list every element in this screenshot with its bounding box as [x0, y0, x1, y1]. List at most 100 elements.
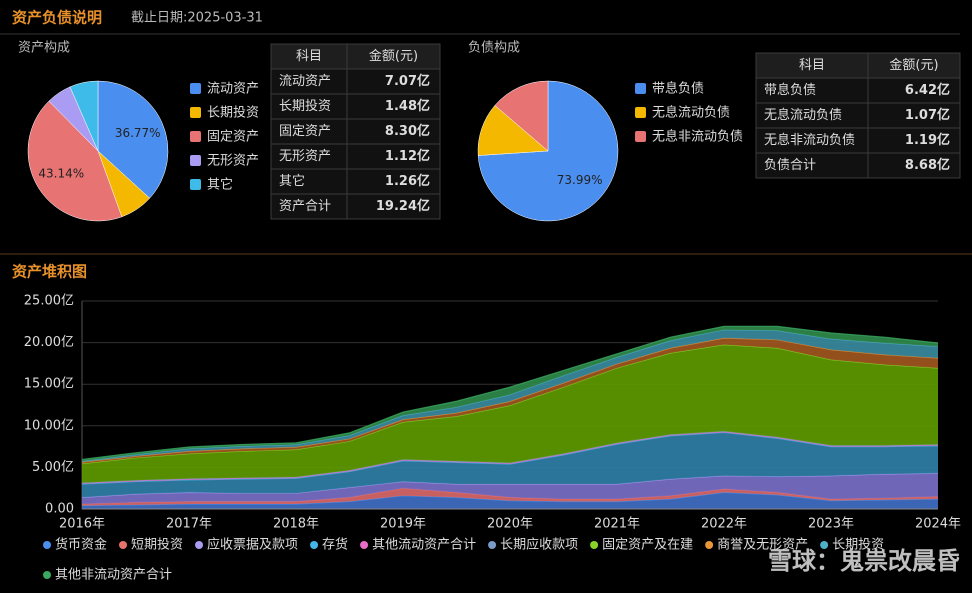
section-title: 资产堆积图 — [12, 263, 87, 281]
pie-title: 资产构成 — [18, 41, 70, 56]
x-tick-label: 2024年 — [915, 517, 961, 532]
table-header: 科目 — [296, 49, 322, 64]
legend-swatch — [635, 131, 646, 142]
legend-dot — [820, 541, 829, 549]
legend-swatch — [190, 131, 201, 142]
area — [82, 473, 938, 505]
x-tick-label: 2022年 — [701, 517, 747, 532]
area — [82, 329, 938, 462]
table-text: 1.19亿 — [905, 132, 950, 148]
area — [82, 488, 938, 506]
table-header: 科目 — [799, 58, 825, 73]
table-text: 1.07亿 — [905, 107, 950, 123]
table-cell — [867, 127, 961, 154]
legend-label: 长期应收款项 — [500, 537, 578, 553]
legend-dot — [195, 541, 204, 549]
legend-dot — [590, 541, 599, 549]
pie-slice — [27, 100, 123, 222]
legend-label: 存货 — [322, 537, 348, 553]
table-cell — [867, 152, 961, 179]
area-edge — [81, 325, 939, 461]
table-cell — [755, 77, 869, 104]
legend-swatch — [635, 83, 646, 94]
legend-swatch — [190, 155, 201, 166]
x-tick-label: 2016年 — [59, 517, 105, 532]
x-tick-label: 2019年 — [380, 517, 426, 532]
table-text: 8.68亿 — [905, 157, 950, 173]
legend-swatch — [190, 107, 201, 118]
table-cell — [270, 193, 348, 220]
table-cell — [270, 68, 348, 95]
legend-label: 商誉及无形资产 — [717, 538, 808, 553]
table-cell — [867, 77, 961, 104]
legend-label: 其它 — [207, 177, 233, 193]
table-header: 金额(元) — [369, 48, 418, 64]
table-text: 6.42亿 — [905, 82, 950, 98]
slice-label: 36.77% — [115, 126, 161, 140]
legend-label: 其他流动资产合计 — [372, 538, 476, 553]
table-text: 长期投资 — [279, 98, 331, 114]
table-cell — [346, 193, 441, 220]
y-tick-label: 0.00 — [45, 502, 74, 517]
legend-dot — [705, 541, 714, 549]
pie-slice — [494, 80, 549, 152]
table-cell — [346, 168, 441, 195]
legend-swatch — [190, 179, 201, 190]
legend-swatch — [635, 107, 646, 118]
table-text: 带息负债 — [764, 82, 816, 98]
table-cell — [755, 127, 869, 154]
table-cell — [346, 93, 441, 120]
y-tick-label: 10.00亿 — [24, 418, 74, 433]
legend-dot — [43, 541, 51, 549]
table-text: 无息非流动负债 — [764, 132, 855, 148]
legend-label: 固定资产及在建 — [602, 538, 693, 553]
legend-label: 长期投资 — [832, 537, 884, 553]
table-text: 1.48亿 — [385, 98, 430, 114]
table-cell — [270, 168, 348, 195]
table-cell — [346, 143, 441, 170]
slice-label: 73.99% — [557, 173, 603, 187]
table-header-cell — [346, 43, 441, 70]
page-title: 资产负债说明 — [12, 9, 102, 27]
area — [82, 432, 938, 498]
pie-slice — [69, 80, 99, 152]
legend-label: 长期投资 — [207, 105, 259, 121]
x-tick-label: 2018年 — [273, 517, 319, 532]
pie-slice — [97, 80, 169, 199]
y-tick-label: 5.00亿 — [32, 460, 74, 475]
table-text: 无息流动负债 — [764, 107, 842, 123]
legend-label: 流动资产 — [207, 82, 259, 97]
legend-label: 无息流动负债 — [652, 105, 730, 121]
y-tick-label: 25.00亿 — [24, 294, 74, 309]
legend-swatch — [190, 83, 201, 94]
x-tick-label: 2021年 — [594, 517, 640, 532]
legend-label: 货币资金 — [55, 537, 107, 553]
table-text: 7.07亿 — [385, 73, 430, 89]
legend-label: 带息负债 — [652, 81, 704, 97]
table-text: 资产合计 — [279, 199, 331, 214]
legend-label: 其他非流动资产合计 — [55, 568, 172, 583]
legend-dot — [310, 541, 319, 549]
table-text: 1.12亿 — [385, 148, 430, 164]
table-cell — [346, 68, 441, 95]
table-header-cell — [270, 43, 348, 70]
x-tick-label: 2020年 — [487, 517, 533, 532]
table-text: 1.26亿 — [385, 173, 430, 189]
table-cell — [270, 118, 348, 145]
legend-dot — [360, 541, 369, 549]
legend-label: 应收票据及款项 — [207, 537, 298, 553]
legend-label: 无息非流动负债 — [652, 129, 743, 145]
legend-dot — [488, 541, 497, 549]
legend-label: 无形资产 — [207, 154, 259, 169]
table-text: 负债合计 — [764, 158, 816, 173]
area — [82, 344, 938, 483]
y-tick-label: 15.00亿 — [24, 377, 74, 392]
table-text: 流动资产 — [279, 74, 331, 89]
x-tick-label: 2017年 — [166, 517, 212, 532]
table-header: 金额(元) — [889, 57, 938, 73]
y-tick-label: 20.00亿 — [24, 335, 74, 350]
watermark: 雪球：鬼祟改晨昏 — [768, 547, 960, 575]
legend-label: 短期投资 — [131, 537, 183, 553]
legend-label: 固定资产 — [207, 130, 259, 145]
